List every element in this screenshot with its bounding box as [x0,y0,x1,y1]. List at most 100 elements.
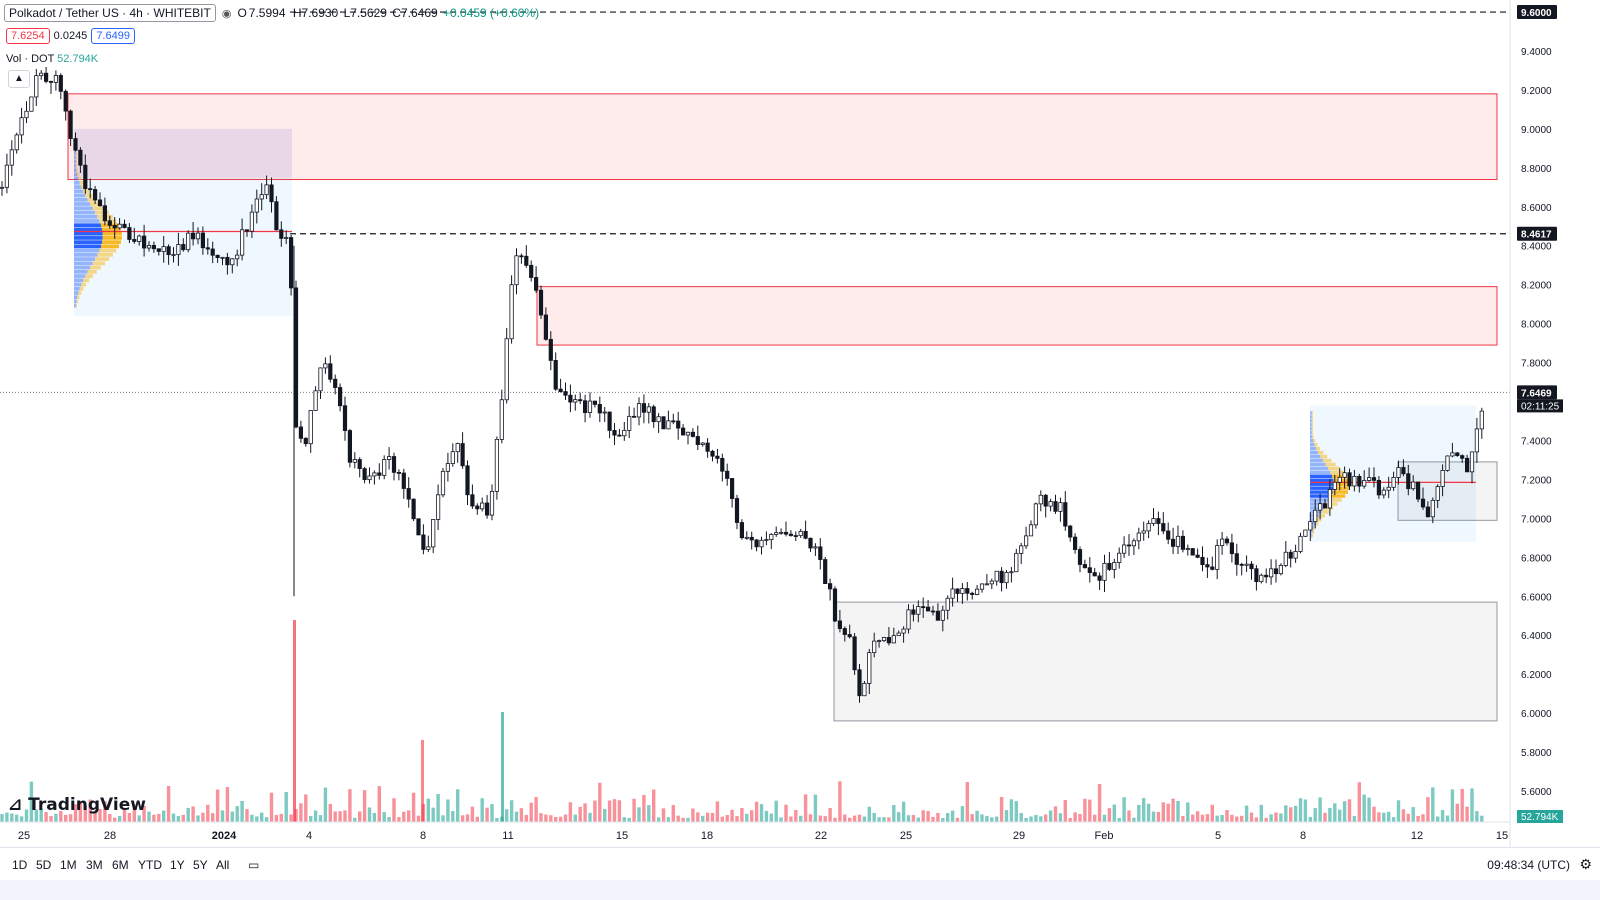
timeframe-3m-button[interactable]: 3M [86,858,103,872]
volume-bar [1132,817,1136,822]
sell-price-button[interactable]: 7.6254 [6,28,50,44]
date-range-icon[interactable]: ▭ [248,858,260,872]
volume-bar [1078,814,1082,822]
volume-bar [607,800,612,822]
candle-body [293,287,299,428]
volume-bar [446,799,450,822]
timeframe-5d-button[interactable]: 5D [36,858,52,872]
candle-body [808,537,813,549]
volume-bar [642,794,646,822]
volume-bar [1406,813,1410,822]
candle-body [1269,568,1274,578]
candle-body [1009,571,1014,574]
candle-body [690,431,696,437]
candle-body [186,232,191,251]
profile-bar [1318,514,1325,518]
price-tick-label: 8.8000 [1521,164,1552,175]
price-axis[interactable]: 9.4000 9.2000 9.0000 8.8000 8.6000 8.4000 8.20… [1509,0,1600,848]
timeframe-all-button[interactable]: All [216,858,230,872]
candle-body [754,539,759,548]
profile-bar [1310,482,1334,486]
volume-bar [181,814,185,822]
volume-bar [1151,811,1156,822]
timeframe-6m-button[interactable]: 6M [112,858,129,872]
volume-bar [191,806,195,822]
profile-bar [74,265,91,270]
profile-bar [74,219,100,223]
candle-body [578,399,583,402]
volume-bar [490,804,494,822]
profile-bar [74,214,98,219]
clock-label[interactable]: 09:48:34 (UTC) [1487,858,1570,872]
volume-bar [44,812,48,822]
price-label-pivot-bg [1517,226,1557,241]
candle-body [886,637,892,644]
candle-body [592,400,598,405]
candle-body [83,164,88,190]
zones-layer [67,93,1498,722]
volume-bar [1333,803,1337,822]
candle-body [1180,535,1185,550]
candle-body [58,75,63,92]
volume-bar [921,810,925,822]
symbol-legend: Polkadot / Tether US · 4h · WHITEBIT ◉ O… [4,4,541,22]
buy-price-button[interactable]: 7.6499 [91,28,135,44]
candle-body [1028,524,1034,537]
volume-bar [779,817,783,822]
volume-bar [1195,811,1200,822]
candle-body [911,609,916,615]
candle-body [9,149,14,166]
volume-bar [563,814,568,822]
candle-body [244,229,250,232]
candle-body [382,459,387,476]
candle-body [1254,568,1259,583]
volume-bar [1313,808,1317,822]
volume-bar [171,813,176,822]
profile-bar [74,164,76,168]
gear-icon[interactable]: ⚙ [1579,856,1592,872]
timeframe-1d-button[interactable]: 1D [12,858,28,872]
profile-bar [74,206,93,211]
candle-body [190,232,196,240]
volume-bar [108,813,112,822]
chart-canvas[interactable]: 9.4000 9.2000 9.0000 8.8000 8.6000 8.4000 8.20… [0,0,1600,848]
volume-bar [754,801,759,822]
timeframe-1m-button[interactable]: 1M [60,858,77,872]
timeframe-5y-button[interactable]: 5Y [193,858,208,872]
profile-bar [97,252,113,257]
volume-bar [1249,812,1254,822]
visibility-toggle-icon[interactable]: ◉ [221,7,232,20]
profile-bar [77,172,80,177]
candle-body [837,620,843,629]
volume-bar [549,815,553,822]
time-tick-label: 28 [104,830,116,842]
tradingview-logo: ⊿ TradingView [8,795,146,815]
time-axis[interactable]: 25 28 2024 4 8 11 15 18 22 25 29 Feb 5 8 12 15 [0,821,1510,842]
candle-body [4,164,9,188]
volume-bar [725,815,729,822]
volume-bar [696,812,700,822]
candle-body [622,429,627,437]
candle-body [1239,563,1244,566]
volume-bar [995,816,999,822]
volume-bar [1161,802,1165,822]
volume-bar [730,809,734,822]
volume-bar [88,799,92,822]
profile-bar [74,193,86,198]
supply-zone [536,286,1498,346]
timeframe-ytd-button[interactable]: YTD [138,858,162,872]
candle-body [480,502,485,510]
collapse-legend-button[interactable]: ▲ [8,70,30,88]
symbol-title[interactable]: Polkadot / Tether US · 4h · WHITEBIT [4,4,216,22]
candle-body [872,640,877,654]
time-tick-label: 15 [616,830,628,842]
candle-body [176,244,181,255]
profile-bar [1327,466,1340,471]
profile-bar [75,155,77,160]
volume-bar [358,811,362,822]
candle-body [274,201,279,231]
candle-body [88,188,93,191]
volume-bar [1460,788,1464,822]
timeframe-1y-button[interactable]: 1Y [170,858,185,872]
volume-bar [750,810,754,822]
